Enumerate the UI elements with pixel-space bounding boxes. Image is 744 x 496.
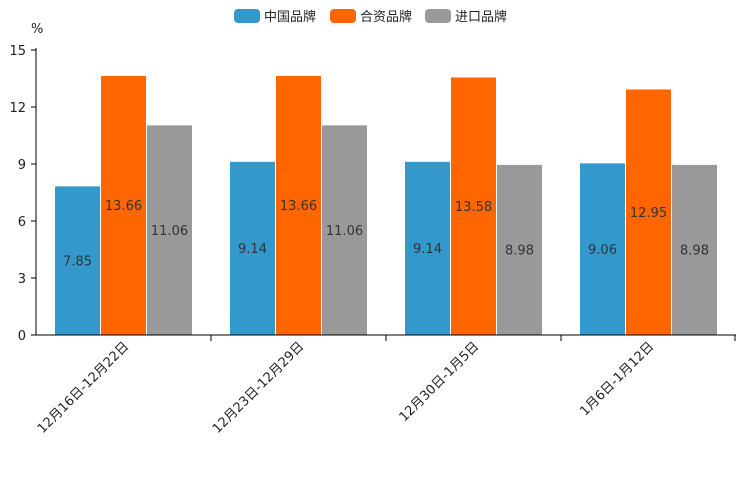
x-category-label: 12月30日-1月5日 xyxy=(397,339,483,425)
bar-value-label: 7.85 xyxy=(63,254,92,269)
bar-value-label: 8.98 xyxy=(680,244,709,259)
legend-label[interactable]: 中国品牌 xyxy=(264,9,316,25)
y-unit-label: % xyxy=(31,22,43,37)
x-category-label: 1月6日-1月12日 xyxy=(577,339,657,419)
bar-2-1[interactable] xyxy=(100,74,147,336)
y-axis: 0 3 6 9 12 15 xyxy=(9,44,37,344)
bar-value-label: 11.06 xyxy=(151,224,188,239)
y-tick-label: 12 xyxy=(9,101,26,116)
x-category-label: 12月16日-12月22日 xyxy=(35,339,132,436)
y-tick-label: 0 xyxy=(18,329,26,344)
y-tick-label: 15 xyxy=(9,44,26,59)
bar-value-label: 9.14 xyxy=(413,242,442,257)
y-tick-label: 3 xyxy=(18,272,26,287)
y-tick-label: 9 xyxy=(18,158,26,173)
bar-2-2[interactable] xyxy=(275,74,322,336)
bar-value-label: 11.06 xyxy=(326,224,363,239)
bar-value-label: 13.66 xyxy=(280,199,317,214)
y-tick-label: 6 xyxy=(18,215,26,230)
legend-label[interactable]: 进口品牌 xyxy=(455,9,507,25)
x-category-label: 12月23日-12月29日 xyxy=(210,339,307,436)
bars: 7.85 9.14 9.14 9.06 13.66 13.66 13.58 12.95 11.0… xyxy=(54,74,718,336)
legend-swatch[interactable] xyxy=(234,9,260,23)
bar-value-label: 13.66 xyxy=(105,199,142,214)
bar-3-4[interactable] xyxy=(671,163,718,336)
bar-1-3[interactable] xyxy=(404,160,451,336)
bar-1-2[interactable] xyxy=(229,160,276,336)
bar-3-2[interactable] xyxy=(321,124,368,336)
bar-3-3[interactable] xyxy=(496,163,543,336)
bar-value-label: 9.06 xyxy=(588,243,617,258)
bar-value-label: 9.14 xyxy=(238,242,267,257)
legend-swatch[interactable] xyxy=(330,9,356,23)
bar-value-label: 12.95 xyxy=(630,206,667,221)
bar-value-label: 8.98 xyxy=(505,244,534,259)
legend-swatch[interactable] xyxy=(425,9,451,23)
legend: 中国品牌 合资品牌 进口品牌 xyxy=(234,9,507,25)
bar-1-4[interactable] xyxy=(579,162,626,336)
bar-value-label: 13.58 xyxy=(455,200,492,215)
legend-label[interactable]: 合资品牌 xyxy=(360,9,412,25)
x-axis: 12月16日-12月22日 12月23日-12月29日 12月30日-1月5日 1月6… xyxy=(35,334,736,437)
